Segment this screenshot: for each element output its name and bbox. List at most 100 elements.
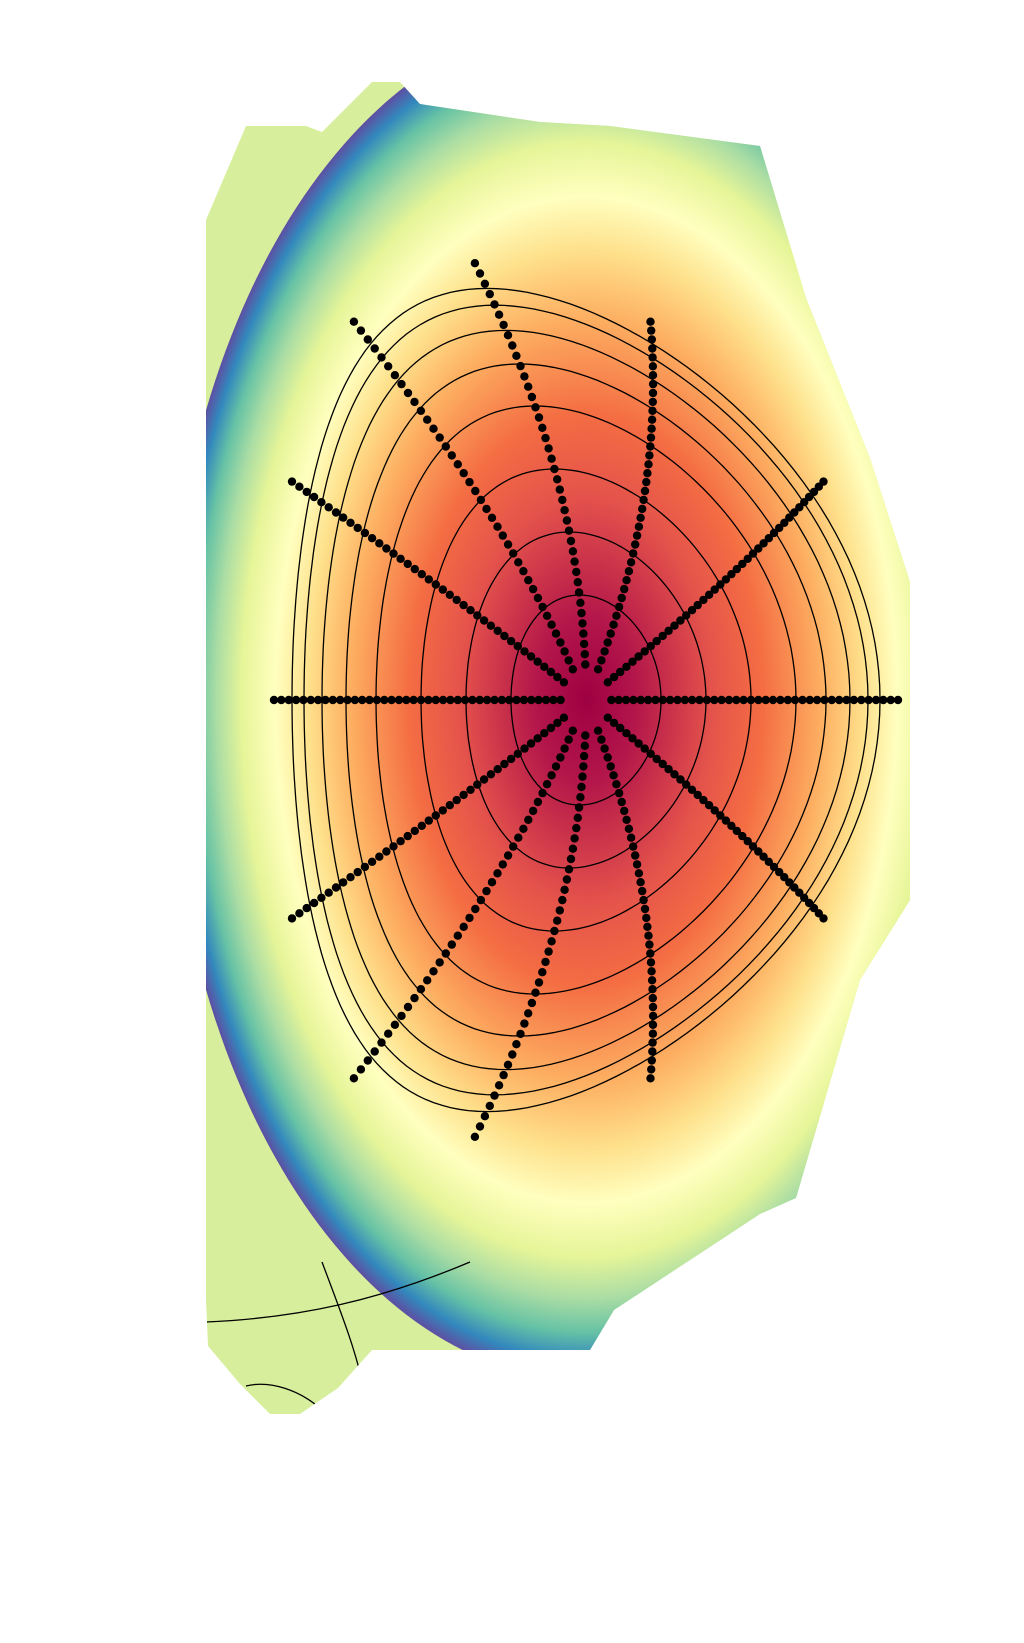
ray-point xyxy=(356,1065,366,1074)
ray-point xyxy=(533,593,543,603)
ray-point xyxy=(716,580,725,589)
ray-point xyxy=(524,1009,533,1018)
ray-point xyxy=(497,695,507,705)
ray-point xyxy=(353,867,362,877)
ray-point xyxy=(643,922,652,931)
ray-point xyxy=(349,317,359,326)
ray-point xyxy=(473,780,482,789)
ray-point xyxy=(640,647,649,656)
ray-point xyxy=(453,931,462,940)
ray-point xyxy=(534,413,544,422)
ray-point xyxy=(780,873,789,882)
ray-point xyxy=(546,667,556,677)
ray-point xyxy=(624,824,634,833)
ray-point xyxy=(568,547,578,556)
ray-point xyxy=(676,616,685,625)
ray-point xyxy=(438,806,447,815)
ray-point xyxy=(499,1070,508,1080)
ray-point xyxy=(693,600,702,610)
ray-point xyxy=(551,762,561,771)
ray-point xyxy=(652,754,661,764)
ray-point xyxy=(560,885,569,894)
ray-point xyxy=(606,762,615,771)
ray-point xyxy=(513,749,522,758)
ray-point xyxy=(382,847,391,856)
ray-point xyxy=(648,406,657,415)
ray-point xyxy=(764,534,773,543)
ray-point xyxy=(346,873,355,882)
ray-point xyxy=(506,636,516,646)
ray-point xyxy=(309,492,319,502)
ray-9 xyxy=(349,317,577,674)
ray-point xyxy=(514,833,523,842)
ray-point xyxy=(389,842,398,851)
ray-point xyxy=(417,570,426,579)
ray-point xyxy=(526,739,536,748)
ray-point xyxy=(764,857,773,866)
ray-point xyxy=(682,780,691,789)
ray-point xyxy=(500,759,509,769)
ray-point xyxy=(614,695,623,705)
ray-point xyxy=(547,771,556,780)
ray-point xyxy=(423,415,432,424)
ray-point xyxy=(827,695,836,705)
ray-point xyxy=(403,559,412,569)
ray-point xyxy=(558,495,567,505)
ray-point xyxy=(520,647,529,656)
ray-point xyxy=(553,475,562,484)
ray-point xyxy=(603,753,612,762)
ray-11 xyxy=(593,317,658,674)
ray-point xyxy=(445,590,454,599)
ray-point xyxy=(640,904,650,914)
ray-point xyxy=(644,460,653,469)
ray-point xyxy=(387,695,396,705)
ray-point xyxy=(617,797,626,807)
ray-point xyxy=(724,695,734,705)
ray-point xyxy=(609,771,618,780)
ray-point xyxy=(673,695,682,705)
ray-point xyxy=(624,567,634,576)
ray-point xyxy=(560,744,569,753)
ray-point xyxy=(652,636,661,646)
ray-point xyxy=(716,811,725,820)
ray-point xyxy=(648,1020,658,1029)
ray-point xyxy=(321,695,330,705)
ray-point xyxy=(479,775,489,784)
ray-point xyxy=(658,695,667,705)
ray-point xyxy=(538,423,547,432)
ray-point xyxy=(648,397,657,407)
ray-point xyxy=(482,886,491,896)
ray-point xyxy=(576,793,585,802)
ray-point xyxy=(639,895,648,905)
ray-point xyxy=(580,741,589,750)
ray-point xyxy=(632,531,642,540)
ray-point xyxy=(614,602,624,612)
ray-point xyxy=(562,875,572,884)
ray-point xyxy=(480,279,490,288)
ray-point xyxy=(617,593,626,603)
ray-point xyxy=(528,806,538,816)
ray-point xyxy=(640,486,650,496)
ray-6 xyxy=(287,713,569,923)
ray-point xyxy=(390,1020,400,1029)
ray-point xyxy=(498,860,507,869)
ray-point xyxy=(524,382,533,391)
ray-point xyxy=(780,518,789,527)
ray-point xyxy=(527,392,537,402)
ray-point xyxy=(573,813,582,822)
ray-point xyxy=(621,695,631,705)
ray-point xyxy=(812,695,822,705)
ray-point xyxy=(746,695,756,705)
ray-point xyxy=(541,433,550,443)
ray-point xyxy=(291,695,301,705)
ray-point xyxy=(324,888,333,897)
ray-point xyxy=(520,1019,529,1028)
ray-point xyxy=(377,1038,386,1047)
ray-point xyxy=(353,523,362,533)
ray-point xyxy=(646,642,655,651)
ray-point xyxy=(616,723,625,733)
ray-point xyxy=(849,695,859,705)
ray-point xyxy=(564,526,574,535)
ray-point xyxy=(748,842,758,851)
